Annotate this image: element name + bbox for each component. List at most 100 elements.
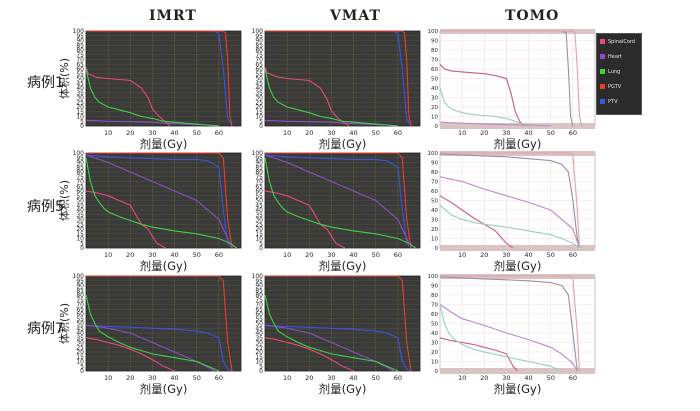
y-tick-label: 45 [76, 80, 84, 87]
y-tick-label: 5 [259, 363, 263, 370]
series-line-heart [439, 304, 578, 372]
x-tick-label: 40 [349, 374, 357, 382]
y-tick-label: 0 [80, 123, 84, 130]
y-tick-label: 95 [255, 155, 263, 162]
y-tick-label: 10 [431, 115, 438, 121]
y-tick-label: 20 [76, 226, 84, 233]
y-tick-label: 30 [255, 217, 263, 224]
series-line-pgtv [440, 30, 583, 127]
y-tick-label: 70 [76, 302, 84, 309]
series-line-spinalcord [85, 190, 166, 249]
y-tick-label: 55 [76, 71, 84, 78]
x-tick-label: 10 [283, 374, 291, 382]
y-tick-label: 0 [435, 369, 439, 375]
dvh-chart-vmat-1: 0510152025303540455055606570758085909510… [252, 28, 421, 151]
y-tick-label: 10 [431, 237, 438, 243]
y-tick-label: 70 [431, 180, 438, 186]
legend-item: SpinalCord [597, 34, 641, 49]
y-tick-label: 75 [76, 174, 84, 181]
y-tick-label: 70 [255, 57, 263, 64]
x-tick-label: 60 [394, 374, 402, 382]
y-tick-label: 80 [431, 293, 438, 299]
y-tick-label: 100 [252, 273, 264, 280]
series-line-heart [439, 121, 551, 127]
series-line-ptv [264, 324, 412, 372]
y-tick-label: 50 [76, 321, 84, 328]
y-tick-label: 30 [76, 95, 84, 102]
series-line-heart [85, 154, 237, 249]
column-title-imrt: IMRT [149, 8, 197, 24]
x-axis-label: 剂量(Gy) [494, 382, 542, 396]
x-axis-label: 剂量(Gy) [319, 259, 367, 273]
series-line-spinalcord [264, 190, 345, 249]
y-tick-label: 15 [76, 109, 84, 116]
y-tick-label: 45 [76, 325, 84, 332]
x-tick-label: 40 [524, 251, 532, 259]
y-tick-label: 80 [255, 47, 263, 54]
x-tick-label: 30 [327, 374, 335, 382]
y-tick-label: 95 [76, 278, 84, 285]
legend: SpinalCord Heart Lung PGTV PTV [596, 33, 642, 115]
y-tick-label: 5 [259, 240, 263, 247]
y-tick-label: 80 [76, 47, 84, 54]
y-tick-label: 40 [255, 85, 263, 92]
y-tick-label: 0 [259, 123, 263, 130]
x-tick-label: 40 [170, 129, 178, 137]
y-tick-label: 15 [255, 354, 263, 361]
legend-label: PGTV [608, 83, 622, 90]
x-axis-label: 剂量(Gy) [494, 137, 542, 151]
x-tick-label: 30 [502, 129, 510, 137]
y-tick-label: 40 [431, 86, 438, 92]
x-tick-label: 60 [394, 251, 402, 259]
y-tick-label: 80 [255, 169, 263, 176]
x-tick-label: 20 [126, 129, 134, 137]
series-line-spinalcord [439, 63, 525, 127]
row-label-case1: 病例1 [27, 75, 64, 91]
series-line-lung [264, 294, 399, 372]
x-tick-label: 20 [126, 374, 134, 382]
y-tick-label: 40 [76, 207, 84, 214]
legend-swatch [600, 69, 605, 74]
legend-item: PGTV [597, 79, 641, 94]
series-line-spinalcord [264, 66, 350, 127]
y-tick-label: 35 [255, 90, 263, 97]
x-tick-label: 20 [480, 251, 488, 259]
y-tick-label: 15 [76, 354, 84, 361]
x-tick-label: 20 [305, 374, 313, 382]
y-tick-label: 90 [76, 38, 84, 45]
legend-item: PTV [597, 94, 641, 109]
series-line-spinalcord [85, 66, 171, 127]
x-tick-label: 50 [547, 251, 555, 259]
y-tick-label: 75 [255, 52, 263, 59]
y-tick-label: 0 [80, 368, 84, 375]
y-axis-label: 体积(%) [57, 180, 71, 221]
y-tick-label: 35 [76, 90, 84, 97]
y-tick-label: 85 [76, 42, 84, 49]
y-tick-label: 65 [76, 61, 84, 68]
x-tick-label: 30 [148, 129, 156, 137]
y-tick-label: 25 [255, 221, 263, 228]
y-tick-label: 90 [255, 160, 263, 167]
y-tick-label: 70 [76, 179, 84, 186]
y-tick-label: 80 [76, 292, 84, 299]
series-line-lung [264, 157, 416, 249]
y-tick-label: 5 [80, 240, 84, 247]
series-line-heart [439, 176, 581, 249]
y-tick-label: 60 [76, 66, 84, 73]
y-tick-label: 65 [255, 61, 263, 68]
x-tick-label: 60 [569, 129, 577, 137]
series-line-ptv [85, 154, 233, 249]
y-tick-label: 95 [255, 278, 263, 285]
x-tick-label: 20 [480, 129, 488, 137]
x-axis-label: 剂量(Gy) [319, 137, 367, 151]
y-tick-label: 60 [76, 188, 84, 195]
y-tick-label: 85 [255, 164, 263, 171]
y-tick-label: 65 [255, 306, 263, 313]
y-tick-label: 65 [76, 306, 84, 313]
y-tick-label: 50 [76, 76, 84, 83]
series-line-pgtv [265, 275, 412, 372]
series-line-spinalcord [264, 337, 354, 372]
series-line-pgtv [440, 275, 581, 372]
dvh-chart-vmat-2: 0510152025303540455055606570758085909510… [252, 150, 421, 273]
y-tick-label: 0 [80, 245, 84, 252]
